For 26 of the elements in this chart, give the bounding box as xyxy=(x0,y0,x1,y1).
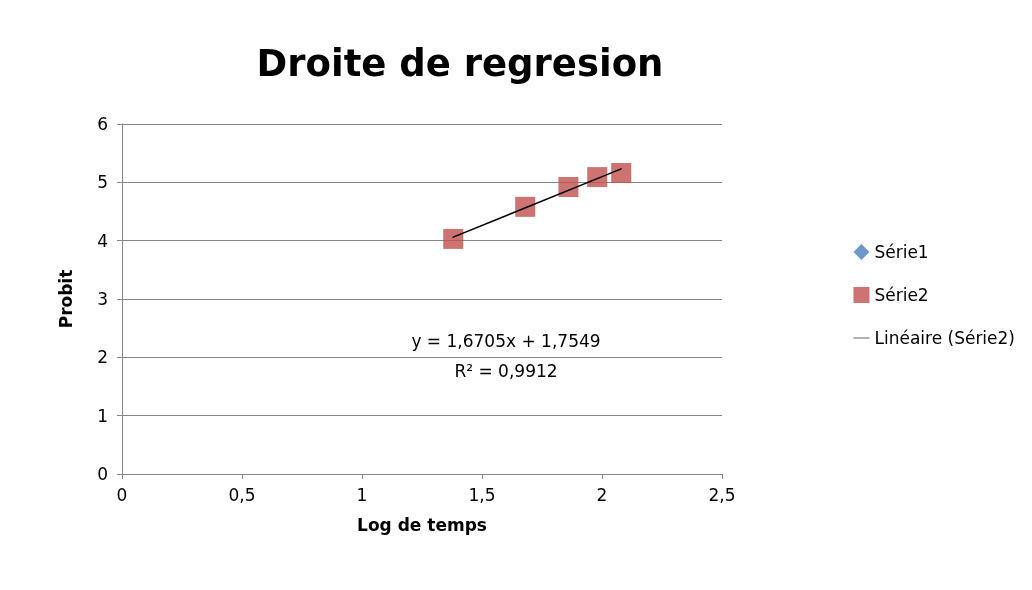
y-tick-label: 0 xyxy=(97,464,108,484)
x-tick-label: 0 xyxy=(116,484,128,505)
y-axis-title: Probit xyxy=(55,269,76,329)
legend-label: Linéaire (Série2) xyxy=(874,328,1016,348)
point xyxy=(515,196,536,217)
y-tick-label: 6 xyxy=(97,114,108,134)
y-tick-label: 2 xyxy=(97,347,108,368)
y-tick-label: 4 xyxy=(97,230,108,251)
point xyxy=(587,167,608,188)
annotation: y = 1,6705x + 1,7549 xyxy=(411,331,601,351)
y-tick-label: 5 xyxy=(97,172,108,193)
x-tick-label: 2 xyxy=(596,484,608,505)
x-tick-label: 1,5 xyxy=(468,484,496,505)
legend-label: Série1 xyxy=(874,242,929,262)
x-tick-label: 1 xyxy=(356,484,368,505)
annotation: R² = 0,9912 xyxy=(454,361,558,381)
x-tick-label: 2,5 xyxy=(708,484,736,505)
point xyxy=(443,228,464,249)
x-axis-title: Log de temps xyxy=(357,514,487,535)
point xyxy=(558,177,579,197)
legend-label: Série2 xyxy=(874,285,929,305)
point xyxy=(611,163,632,183)
chart-title: Droite de regresion xyxy=(256,42,664,85)
y-tick-label: 1 xyxy=(97,405,108,426)
x-tick-label: 0,5 xyxy=(228,484,256,505)
y-tick-label: 3 xyxy=(97,289,108,309)
